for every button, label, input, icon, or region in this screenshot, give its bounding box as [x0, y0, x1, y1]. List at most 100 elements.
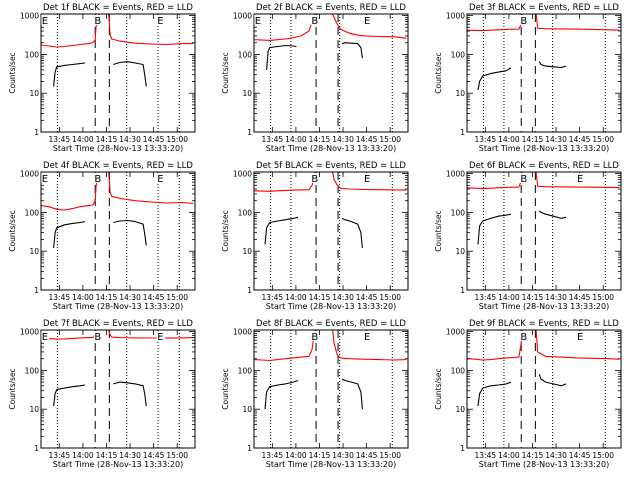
y-tick-label: 100 [451, 208, 466, 217]
x-tick-label: 14:45 [569, 451, 591, 460]
x-tick-label: 15:00 [166, 135, 188, 144]
y-tick-label: 10 [242, 89, 252, 98]
detector-panel: Det 7f BLACK = Events, RED = LLD 1 10 100 10… [8, 319, 196, 469]
x-tick-label: 14:45 [356, 293, 378, 302]
y-tick-label: 100 [25, 50, 40, 59]
x-tick-label: 15:00 [379, 451, 401, 460]
x-tick-label: 14:30 [545, 135, 567, 144]
marker-label: B [94, 174, 101, 185]
marker-label: B [311, 332, 318, 343]
y-tick-label: 100 [25, 208, 40, 217]
marker-label: B [520, 174, 527, 185]
x-tick-label: 15:00 [592, 293, 614, 302]
y-axis-label: Counts/sec [221, 210, 230, 251]
x-tick-label: 14:15 [96, 293, 118, 302]
x-tick-label: 14:30 [332, 451, 354, 460]
detector-panel: Det 2f BLACK = Events, RED = LLD 1 10 100 10… [221, 3, 409, 153]
y-tick-label: 1 [247, 128, 252, 137]
x-axis-label: Start Time (28-Nov-13 13:33:20) [479, 144, 609, 153]
panel-title: Det 7f BLACK = Events, RED = LLD [43, 319, 193, 329]
lld-series-line [108, 329, 194, 339]
y-tick-label: 1 [460, 444, 465, 453]
marker-label-bg [519, 173, 528, 183]
x-tick-label: 15:00 [166, 293, 188, 302]
marker-label-bg [310, 173, 319, 183]
y-tick-label: 1 [460, 128, 465, 137]
y-tick-label: 1000 [446, 12, 465, 21]
x-tick-label: 14:15 [96, 451, 118, 460]
panel-title: Det 9f BLACK = Events, RED = LLD [469, 319, 619, 329]
x-tick-label: 14:45 [143, 293, 165, 302]
events-series-line [113, 381, 147, 407]
y-axis-label: Counts/sec [434, 210, 443, 251]
marker-label: E [157, 332, 163, 343]
panel-title: Det 4f BLACK = Events, RED = LLD [43, 161, 193, 171]
events-series-line [477, 67, 512, 91]
x-tick-label: 14:45 [569, 135, 591, 144]
events-series-line [341, 378, 363, 410]
marker-label: B [520, 332, 527, 343]
lld-series-line [253, 13, 316, 41]
x-tick-label: 15:00 [592, 135, 614, 144]
x-axis-label: Start Time (28-Nov-13 13:33:20) [266, 144, 396, 153]
x-tick-label: 13:45 [262, 293, 284, 302]
marker-label: E [364, 174, 370, 185]
y-tick-label: 100 [451, 50, 466, 59]
detector-panel: Det 5f BLACK = Events, RED = LLD 1 10 100 10… [221, 161, 409, 311]
x-tick-label: 14:00 [498, 135, 520, 144]
lld-series-line [332, 171, 407, 191]
x-tick-label: 14:00 [72, 293, 94, 302]
marker-label: B [94, 332, 101, 343]
x-tick-label: 14:00 [72, 135, 94, 144]
y-axis-label: Counts/sec [434, 52, 443, 93]
x-tick-label: 14:00 [285, 293, 307, 302]
x-tick-label: 13:45 [475, 135, 497, 144]
y-tick-label: 10 [455, 405, 465, 414]
plot-frame [466, 171, 622, 291]
x-tick-label: 14:30 [119, 293, 141, 302]
marker-label-bg [576, 173, 585, 183]
x-axis-label: Start Time (28-Nov-13 13:33:20) [266, 460, 396, 469]
x-axis-label: Start Time (28-Nov-13 13:33:20) [53, 460, 183, 469]
x-tick-label: 13:45 [262, 135, 284, 144]
y-tick-label: 100 [238, 208, 253, 217]
x-tick-label: 14:15 [522, 293, 544, 302]
x-tick-label: 14:15 [522, 135, 544, 144]
plot-frame [466, 329, 622, 449]
y-tick-label: 1 [34, 128, 39, 137]
lld-series-line [535, 329, 620, 360]
y-tick-label: 1 [247, 444, 252, 453]
y-axis-label: Counts/sec [434, 368, 443, 409]
y-tick-label: 1000 [20, 170, 39, 179]
plot-frame [40, 171, 196, 291]
x-tick-label: 14:15 [96, 135, 118, 144]
x-tick-label: 13:45 [49, 135, 71, 144]
panel-title: Det 5f BLACK = Events, RED = LLD [256, 161, 406, 171]
marker-label-bg [93, 331, 102, 341]
lld-series-line [535, 171, 620, 189]
x-tick-label: 14:30 [545, 451, 567, 460]
lld-series-line [108, 171, 194, 205]
y-tick-label: 1 [34, 444, 39, 453]
events-series-line [538, 210, 567, 219]
events-series-line [264, 216, 299, 245]
plot-frame [253, 13, 409, 133]
marker-label: B [311, 16, 318, 27]
marker-label: E [577, 332, 583, 343]
x-tick-label: 13:45 [49, 293, 71, 302]
y-tick-label: 1 [247, 286, 252, 295]
detector-panel: Det 6f BLACK = Events, RED = LLD 1 10 100 10… [434, 161, 622, 311]
x-tick-label: 14:00 [285, 135, 307, 144]
marker-label-bg [93, 173, 102, 183]
marker-label-bg [519, 331, 528, 341]
x-tick-label: 14:45 [356, 451, 378, 460]
x-tick-label: 14:00 [498, 451, 520, 460]
marker-label: E [42, 174, 48, 185]
marker-label-bg [41, 15, 50, 25]
y-tick-label: 100 [451, 366, 466, 375]
x-tick-label: 14:30 [545, 293, 567, 302]
marker-label-bg [156, 331, 165, 341]
x-tick-label: 14:15 [309, 451, 331, 460]
x-axis-label: Start Time (28-Nov-13 13:33:20) [266, 302, 396, 311]
